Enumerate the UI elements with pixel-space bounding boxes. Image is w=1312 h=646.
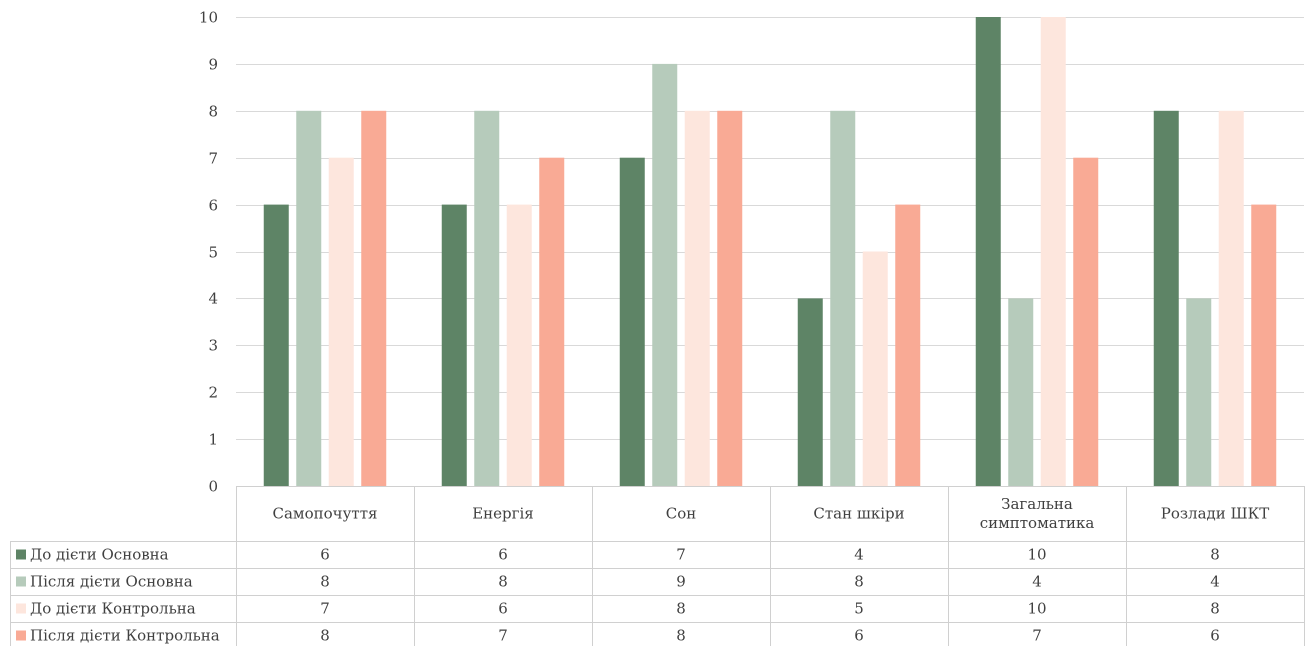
bar bbox=[441, 204, 467, 486]
category-label-line: Самопочуття bbox=[273, 505, 378, 523]
y-tick-label: 3 bbox=[208, 337, 218, 355]
category-label: Стан шкіри bbox=[813, 505, 904, 523]
bar bbox=[684, 110, 710, 487]
table-cell-value: 7 bbox=[498, 627, 508, 645]
legend-series-name: До дієти Основна bbox=[30, 546, 169, 564]
y-tick-label: 9 bbox=[208, 56, 218, 74]
bar bbox=[652, 63, 678, 487]
legend-key bbox=[16, 549, 26, 560]
bar bbox=[862, 251, 888, 486]
legend-series-name: Після дієти Основна bbox=[30, 573, 193, 591]
bar bbox=[474, 110, 500, 487]
category-label-line: симптоматика bbox=[980, 514, 1095, 532]
bar bbox=[328, 157, 354, 486]
bar bbox=[717, 110, 743, 487]
bar bbox=[506, 204, 532, 486]
bar bbox=[1073, 157, 1099, 486]
category-label: Енергія bbox=[472, 505, 534, 523]
bar bbox=[975, 17, 1001, 486]
y-tick-label: 4 bbox=[208, 290, 218, 308]
bar bbox=[1186, 298, 1212, 486]
bar bbox=[296, 110, 322, 487]
table-cell-value: 4 bbox=[1210, 573, 1220, 591]
legend-key bbox=[16, 603, 26, 614]
bar bbox=[1040, 17, 1066, 486]
y-tick-label: 6 bbox=[208, 197, 218, 215]
category-label-line: Сон bbox=[666, 505, 697, 523]
y-tick-label: 0 bbox=[208, 478, 218, 496]
bar bbox=[797, 298, 823, 486]
table-cell-value: 6 bbox=[320, 546, 330, 564]
bar bbox=[619, 157, 645, 486]
category-label-line: Розлади ШКТ bbox=[1161, 505, 1270, 523]
table-cell-value: 8 bbox=[498, 573, 508, 591]
legend-key bbox=[16, 630, 26, 641]
category-label: Сон bbox=[666, 505, 697, 523]
table-cell-value: 8 bbox=[1210, 546, 1220, 564]
category-label: Розлади ШКТ bbox=[1161, 505, 1270, 523]
table-cell-value: 8 bbox=[676, 600, 686, 618]
legend-key bbox=[16, 576, 26, 587]
table-cell-value: 7 bbox=[676, 546, 686, 564]
table-cell-value: 6 bbox=[1210, 627, 1220, 645]
y-tick-label: 2 bbox=[208, 384, 218, 402]
category-label: Самопочуття bbox=[273, 505, 378, 523]
table-cell-value: 5 bbox=[854, 600, 864, 618]
category-label: Загальна симптоматика bbox=[980, 495, 1095, 532]
category-label-line: Загальна bbox=[1001, 495, 1073, 513]
table-cell-value: 6 bbox=[498, 600, 508, 618]
table-cell-value: 10 bbox=[1027, 546, 1046, 564]
bar bbox=[1153, 110, 1179, 487]
bar bbox=[895, 204, 921, 486]
table-cell-value: 6 bbox=[854, 627, 864, 645]
table-cell-value: 4 bbox=[1032, 573, 1042, 591]
legend-series-name: Після дієти Контрольна bbox=[30, 627, 220, 645]
y-tick-label: 8 bbox=[208, 103, 218, 121]
table-cell-value: 4 bbox=[854, 546, 864, 564]
bar bbox=[263, 204, 289, 486]
bar bbox=[830, 110, 856, 487]
bar bbox=[539, 157, 565, 486]
table-cell-value: 10 bbox=[1027, 600, 1046, 618]
y-tick-label: 1 bbox=[208, 431, 218, 449]
table-cell-value: 8 bbox=[320, 573, 330, 591]
table-cell-value: 8 bbox=[1210, 600, 1220, 618]
bar bbox=[361, 110, 387, 487]
table-cell-value: 6 bbox=[498, 546, 508, 564]
table-cell-value: 7 bbox=[320, 600, 330, 618]
table-cell-value: 9 bbox=[676, 573, 686, 591]
bar bbox=[1251, 204, 1277, 486]
category-label-line: Стан шкіри bbox=[813, 505, 904, 523]
bar bbox=[1218, 110, 1244, 487]
category-label-line: Енергія bbox=[472, 505, 534, 523]
table-cell-value: 7 bbox=[1032, 627, 1042, 645]
bar bbox=[1008, 298, 1034, 486]
table-cell-value: 8 bbox=[854, 573, 864, 591]
y-tick-label: 10 bbox=[199, 9, 218, 27]
legend-series-name: До дієти Контрольна bbox=[30, 600, 196, 618]
table-cell-value: 8 bbox=[320, 627, 330, 645]
y-tick-label: 7 bbox=[208, 150, 218, 168]
table-cell-value: 8 bbox=[676, 627, 686, 645]
y-tick-label: 5 bbox=[208, 244, 218, 262]
